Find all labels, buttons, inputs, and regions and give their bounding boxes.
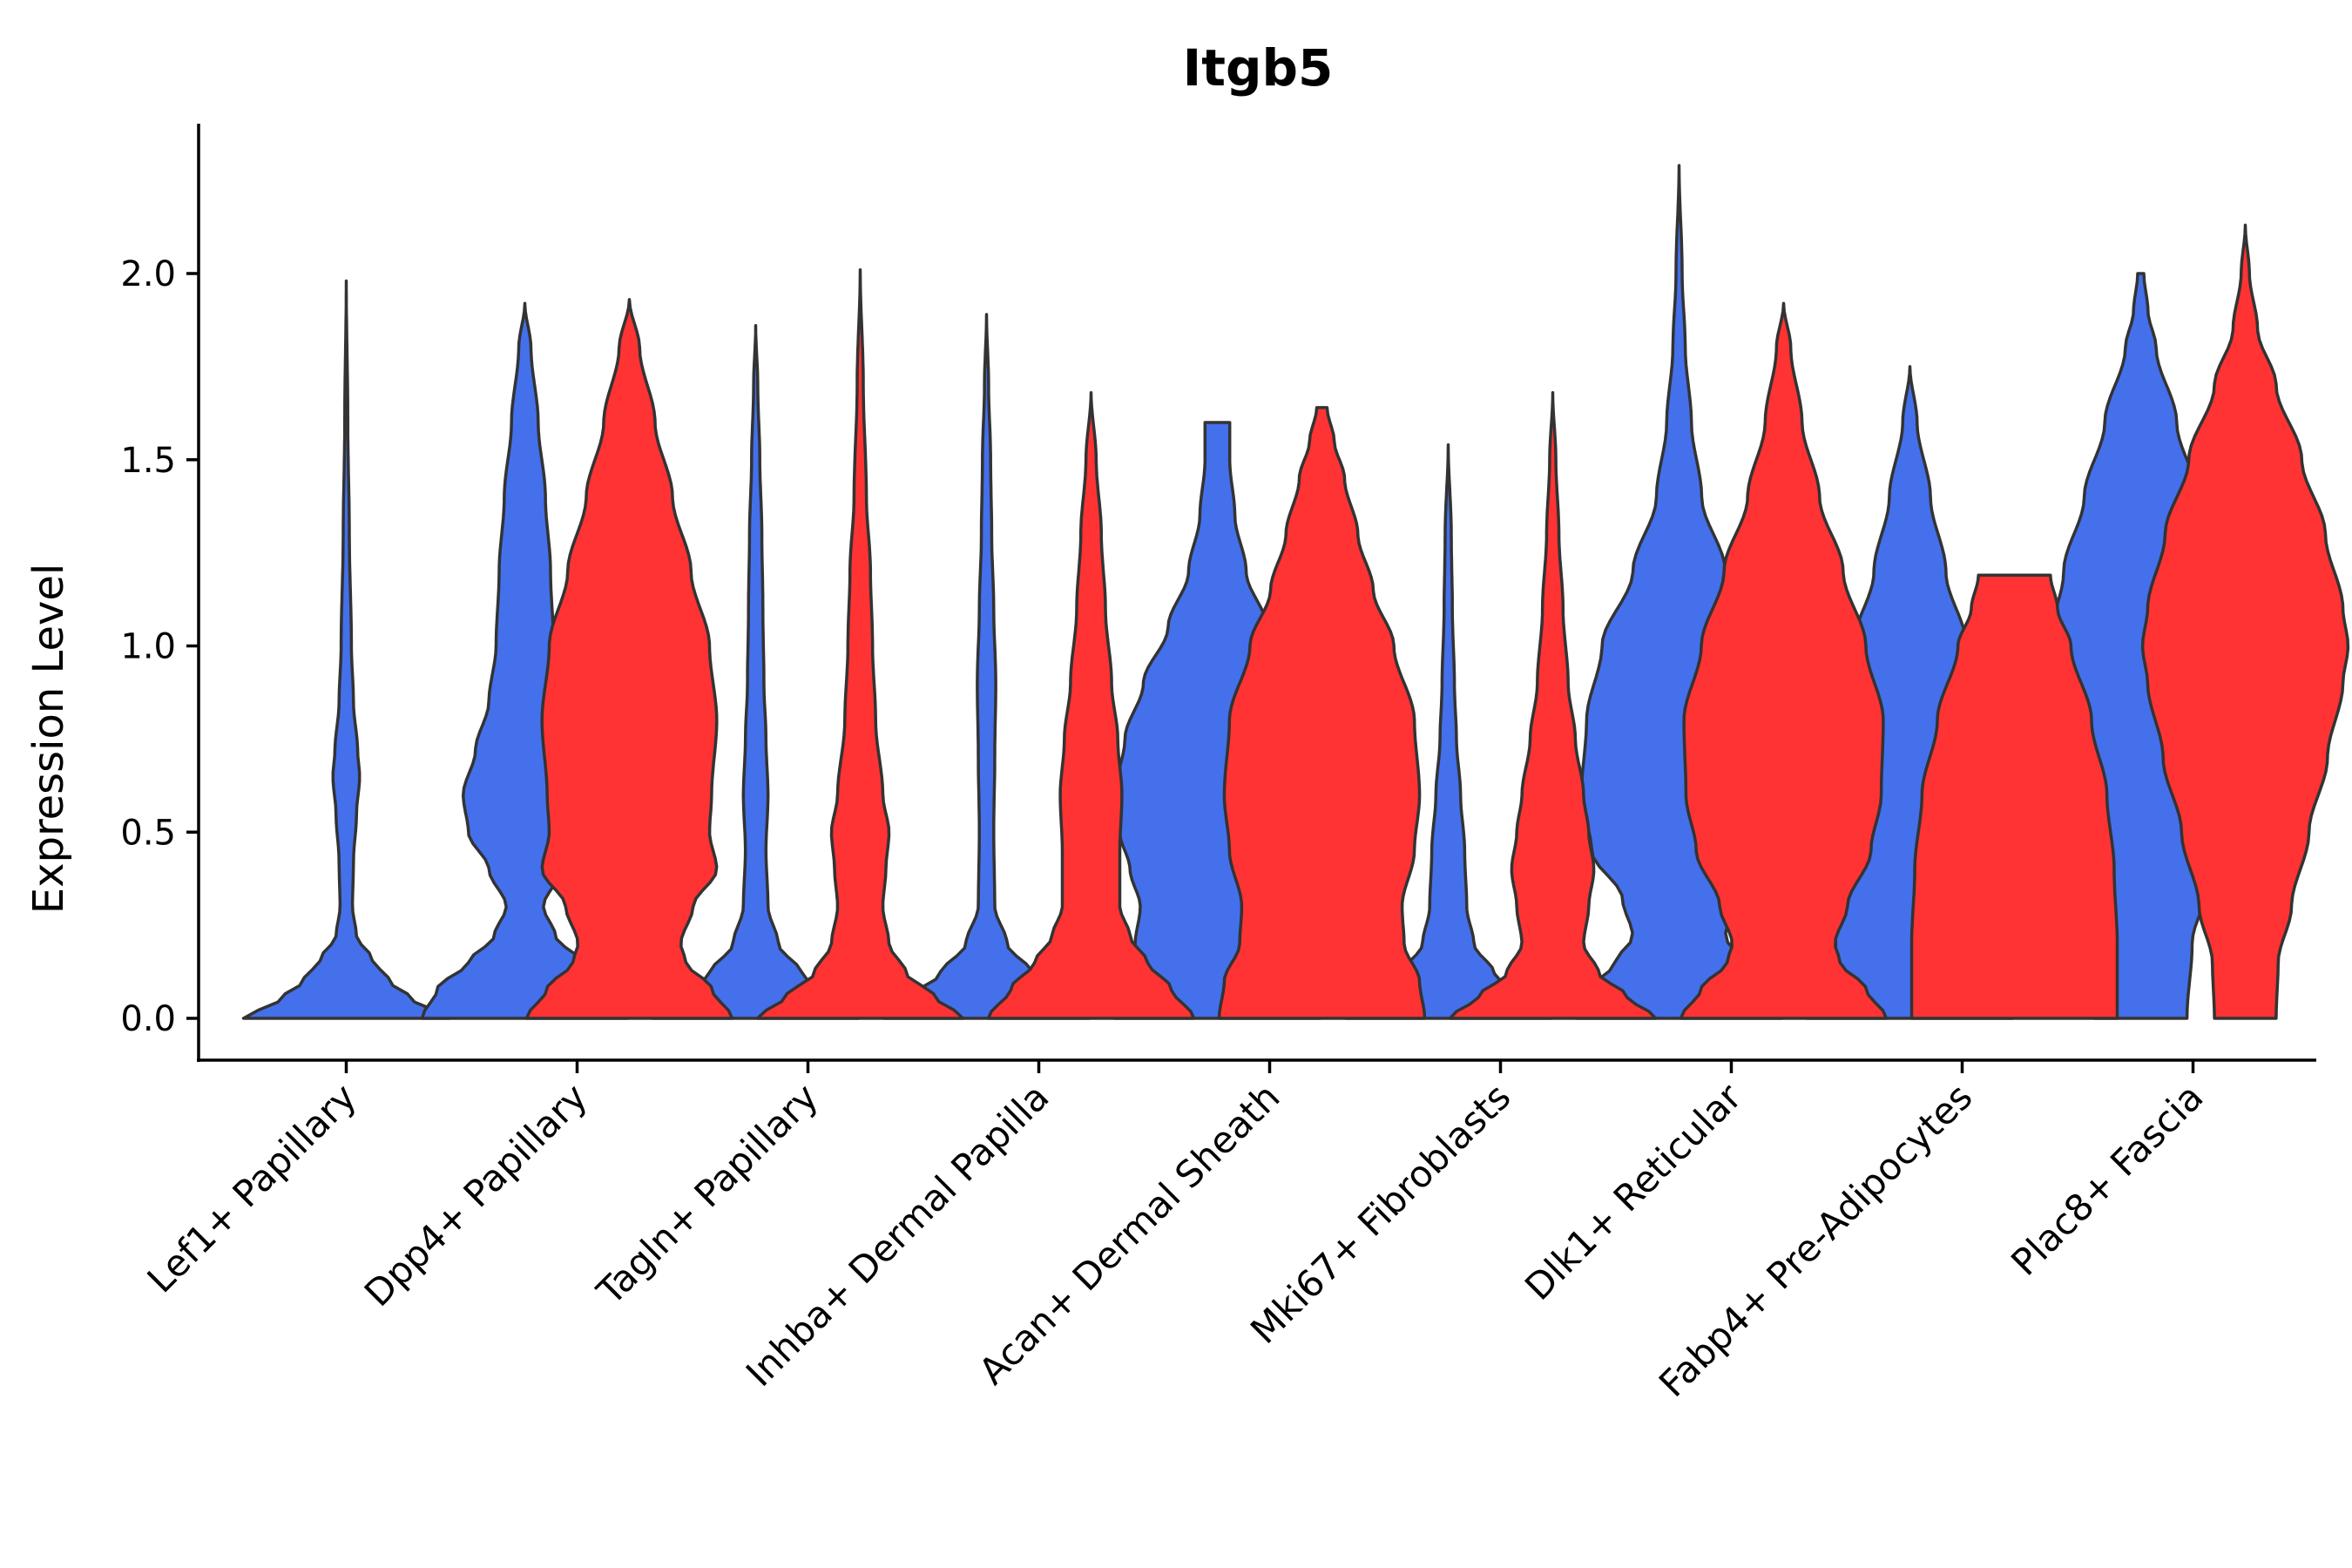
- violin-mki67-fibroblasts-2: [1448, 391, 1658, 1020]
- x-tick-label: Mki67+ Fibroblasts: [1242, 1075, 1518, 1351]
- y-axis-label: Expression Level: [24, 564, 73, 915]
- violin-tagln-papillary-1: [651, 324, 861, 1020]
- violin-plac8-fascia-2: [2140, 223, 2350, 1020]
- y-tick-label: 0.5: [120, 813, 176, 853]
- violin-fabp4-pre-adipocytes-2: [1909, 573, 2119, 1020]
- x-tick-label: Dlk1+ Reticular: [1517, 1075, 1750, 1308]
- x-tick-label: Plac8+ Fascia: [2003, 1075, 2211, 1283]
- y-tick-label: 1.0: [120, 627, 176, 667]
- violin-dpp4-papillary-2: [524, 298, 734, 1020]
- violin-inhba-dermal-papilla-2: [986, 391, 1196, 1020]
- x-tick-label: Dpp4+ Papillary: [356, 1075, 596, 1315]
- chart-title: Itgb5: [1183, 38, 1334, 98]
- y-tick-label: 1.5: [120, 441, 176, 481]
- x-tick-label: Lef1+ Papillary: [139, 1075, 365, 1301]
- x-tick-label: Tagln+ Papillary: [588, 1075, 826, 1313]
- y-tick-label: 0.0: [120, 999, 176, 1039]
- violin-tagln-papillary-2: [755, 267, 965, 1020]
- violin-lef1-papillary-1: [241, 279, 451, 1020]
- y-tick-label: 2.0: [120, 254, 176, 294]
- y-ticks: 0.0 0.5 1.0 1.5 2.0: [120, 254, 199, 1039]
- violin-layer: [241, 164, 2350, 1020]
- violin-mki67-fibroblasts-1: [1343, 443, 1553, 1020]
- violin-inhba-dermal-papilla-1: [882, 313, 1092, 1020]
- violin-acan-dermal-sheath-2: [1217, 406, 1427, 1020]
- violin-dlk1-reticular-2: [1679, 301, 1889, 1020]
